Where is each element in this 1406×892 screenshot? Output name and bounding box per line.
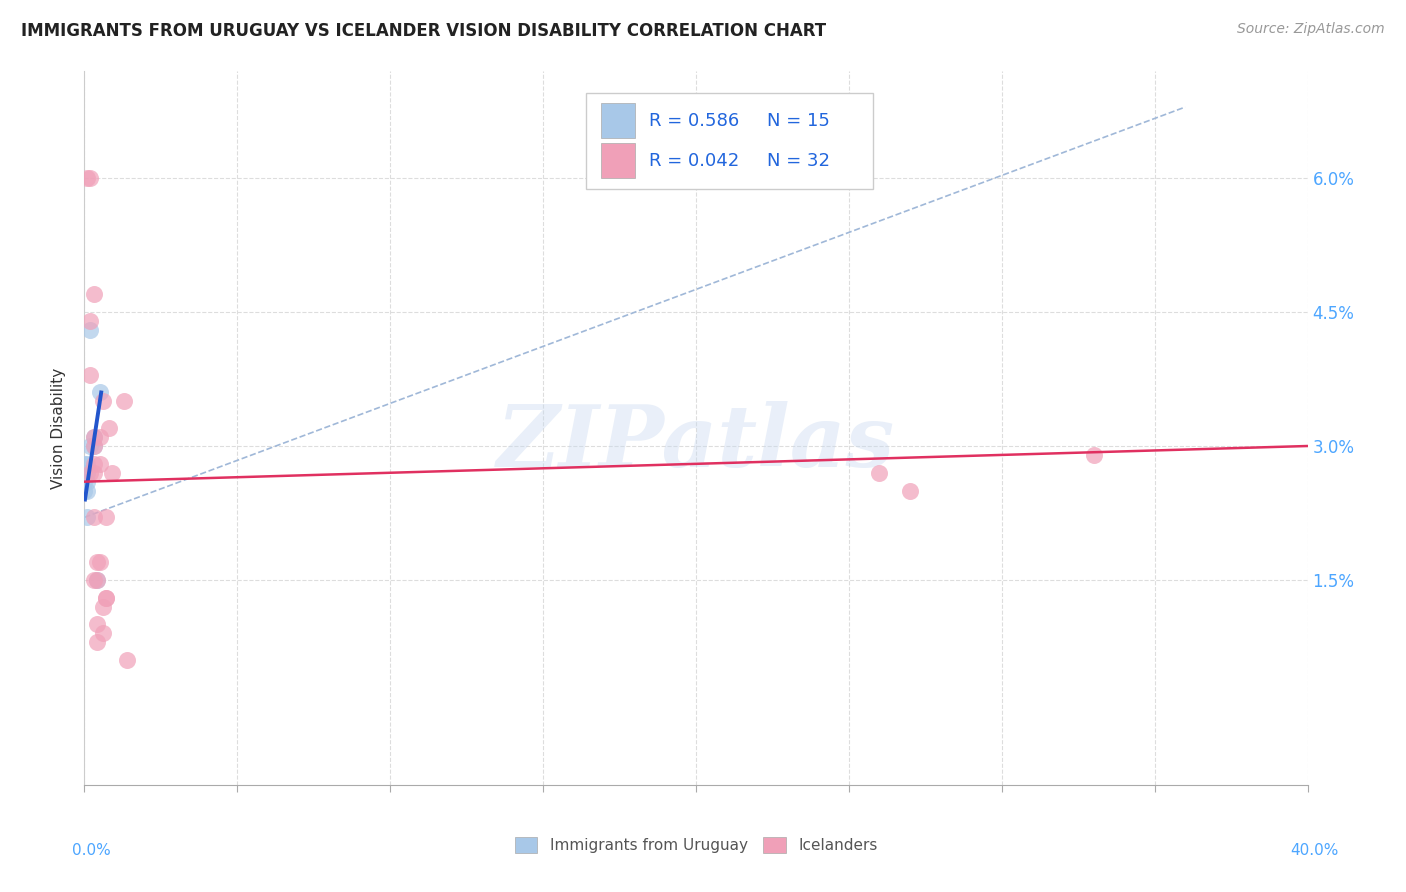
- Point: [89, 457, 111, 471]
- Text: IMMIGRANTS FROM URUGUAY VS ICELANDER VISION DISABILITY CORRELATION CHART: IMMIGRANTS FROM URUGUAY VS ICELANDER VIS…: [21, 22, 827, 40]
- Point: [79, 314, 101, 328]
- Point: [89, 385, 111, 400]
- Point: [869, 466, 891, 480]
- Point: [898, 483, 921, 498]
- Text: 0.0%: 0.0%: [72, 843, 111, 858]
- Point: [73, 483, 96, 498]
- Point: [86, 617, 108, 632]
- Legend: Immigrants from Uruguay, Icelanders: Immigrants from Uruguay, Icelanders: [509, 831, 883, 859]
- Point: [94, 510, 117, 524]
- Point: [83, 287, 105, 301]
- Text: Source: ZipAtlas.com: Source: ZipAtlas.com: [1237, 22, 1385, 37]
- Point: [76, 466, 98, 480]
- FancyBboxPatch shape: [586, 93, 873, 189]
- Point: [89, 555, 111, 569]
- Point: [79, 368, 101, 382]
- Point: [83, 466, 105, 480]
- Point: [94, 591, 117, 605]
- Point: [86, 555, 108, 569]
- Point: [83, 430, 105, 444]
- Point: [76, 475, 98, 489]
- Point: [115, 653, 138, 667]
- Point: [1083, 448, 1105, 462]
- Point: [79, 323, 101, 337]
- Point: [73, 475, 96, 489]
- Point: [91, 626, 114, 640]
- Text: R = 0.042: R = 0.042: [650, 152, 740, 169]
- FancyBboxPatch shape: [600, 144, 636, 178]
- Point: [83, 457, 105, 471]
- Text: ZIPatlas: ZIPatlas: [496, 401, 896, 484]
- Point: [83, 510, 105, 524]
- Point: [83, 573, 105, 587]
- Point: [89, 430, 111, 444]
- Point: [97, 421, 120, 435]
- Point: [79, 171, 101, 186]
- Point: [76, 171, 98, 186]
- Text: N = 15: N = 15: [766, 112, 830, 129]
- Point: [76, 510, 98, 524]
- Point: [73, 466, 96, 480]
- Point: [112, 394, 135, 409]
- Point: [86, 573, 108, 587]
- Point: [83, 430, 105, 444]
- Point: [76, 483, 98, 498]
- Point: [83, 439, 105, 453]
- Point: [101, 466, 124, 480]
- Text: N = 32: N = 32: [766, 152, 830, 169]
- Point: [79, 466, 101, 480]
- Point: [91, 599, 114, 614]
- Point: [86, 573, 108, 587]
- Text: R = 0.586: R = 0.586: [650, 112, 740, 129]
- Point: [91, 394, 114, 409]
- Text: 40.0%: 40.0%: [1291, 843, 1339, 858]
- Point: [73, 457, 96, 471]
- Point: [94, 591, 117, 605]
- Point: [83, 439, 105, 453]
- Point: [76, 457, 98, 471]
- FancyBboxPatch shape: [600, 103, 636, 137]
- Point: [79, 439, 101, 453]
- Y-axis label: Vision Disability: Vision Disability: [51, 368, 66, 489]
- Point: [86, 635, 108, 649]
